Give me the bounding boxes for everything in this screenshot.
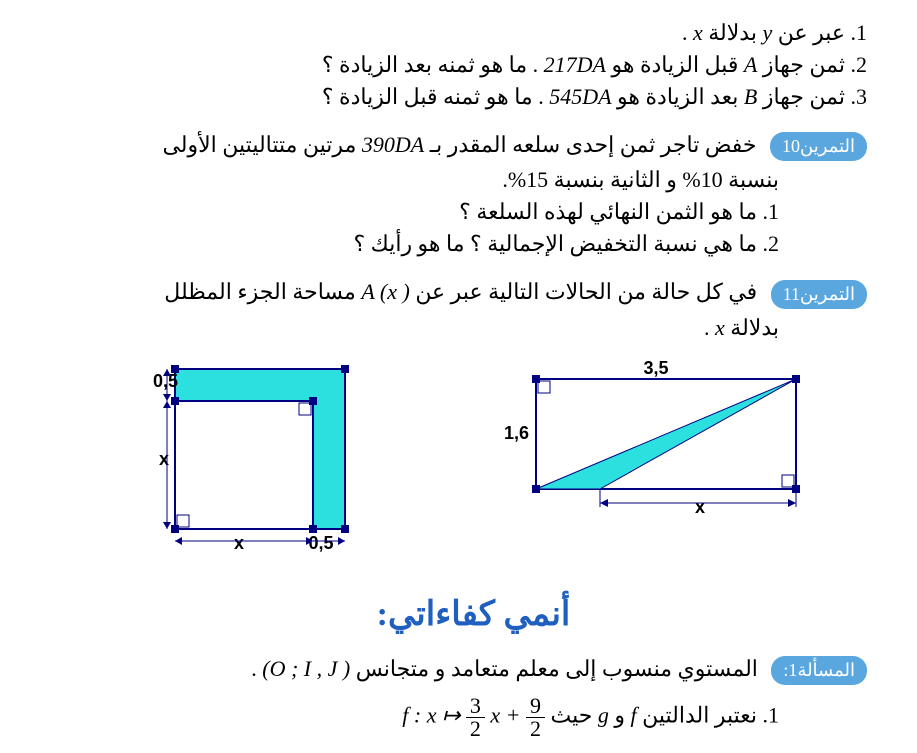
q2-b: قبل الزيادة هو (606, 52, 738, 77)
prob1-line1: المسألة1: المستوي منسوب إلى معلم متعامد … (80, 656, 867, 685)
q3-num: 3. (851, 84, 868, 109)
ex10-t2: بنسبة 10% و الثانية بنسبة 15%. (502, 167, 779, 192)
prob1-frame: (O ; I , J ) (262, 656, 350, 682)
prob1-dot: . (251, 656, 257, 681)
q2-A: A (744, 52, 757, 77)
frac1-den: 2 (466, 718, 485, 740)
ex11-t1b: مساحة الجزء المظلل (164, 279, 356, 304)
q2-line: 2. ثمن جهاز A قبل الزيادة هو 217DA . ما … (80, 52, 867, 78)
formula-pre: f : x ↦ (402, 703, 466, 728)
svg-text:x: x (234, 533, 244, 553)
prob1-q1: 1. نعتبر الدالتين f و g حيث f : x ↦ 3 2 … (80, 695, 867, 740)
prob1-g: g (598, 703, 609, 728)
ex10-t1a: خفض تاجر ثمن إحدى سلعه المقدر بـ (424, 132, 756, 157)
svg-text:1,6: 1,6 (504, 423, 529, 443)
ex10-badge: التمرين10 (770, 132, 867, 161)
q3-line: 3. ثمن جهاز B بعد الزيادة هو 545DA . ما … (80, 84, 867, 110)
q1-dot: . (682, 20, 688, 45)
ex10-val: 390DA (362, 132, 424, 158)
figures-row: 0,5xx0,5 3,51,6x (80, 359, 867, 564)
q1-mid: بدلالة (703, 20, 757, 45)
frac2-num: 9 (526, 695, 545, 718)
prob1-q1a: نعتبر الدالتين (637, 703, 757, 728)
q1-num: 1. (851, 20, 868, 45)
svg-text:0,5: 0,5 (308, 533, 333, 553)
figure-right-wrap: 0,5xx0,5 (135, 359, 375, 564)
prob1-and: و (609, 703, 625, 728)
q3-b: بعد الزيادة هو (612, 84, 739, 109)
q2-c: . ما هو ثمنه بعد الزيادة ؟ (322, 52, 538, 77)
formula-midx: x + (490, 703, 526, 728)
q2-num: 2. (851, 52, 868, 77)
frac1-num: 3 (466, 695, 485, 718)
q3-val: 545DA (549, 84, 611, 110)
frac1: 3 2 (466, 695, 485, 740)
ex10-line1: التمرين10 خفض تاجر ثمن إحدى سلعه المقدر … (80, 132, 867, 161)
figure-left-wrap: 3,5 1,6 x (484, 359, 812, 544)
ex10-t1b: مرتين متتاليتين الأولى (162, 132, 356, 157)
q2-val: 217DA (544, 52, 606, 78)
ex10-q2: 2. ما هي نسبة التخفيض الإجمالية ؟ ما هو … (80, 231, 867, 257)
figure-left-svg: 3,5 1,6 x (484, 359, 812, 539)
ex11-line1: التمرين11 في كل حالة من الحالات التالية … (80, 279, 867, 308)
svg-text:3,5: 3,5 (644, 359, 669, 378)
ex11-badge: التمرين11 (771, 280, 867, 309)
ex11-t2dot: . (704, 315, 710, 340)
ex11-t1a: في كل حالة من الحالات التالية عبر عن (410, 279, 757, 304)
prob1-t1a: المستوي منسوب إلى معلم متعامد و متجانس (350, 656, 758, 681)
figure-right-svg: 0,5xx0,5 (135, 359, 375, 559)
ex11-t2x: x (715, 315, 725, 340)
prob1-formula: f : x ↦ 3 2 x + 9 2 (402, 695, 545, 740)
svg-text:x: x (695, 497, 705, 517)
section-title: أنمي كفاءاتي (80, 594, 867, 634)
q1-prefix: عبر عن (772, 20, 845, 45)
frac2: 9 2 (526, 695, 545, 740)
prob1-badge: المسألة1: (771, 656, 867, 685)
frac2-den: 2 (526, 718, 545, 740)
ex11-Ax: A (x ) (361, 279, 409, 305)
ex10-line2: بنسبة 10% و الثانية بنسبة 15%. (80, 167, 867, 193)
svg-text:x: x (159, 449, 169, 469)
q1-y: y (762, 20, 772, 45)
ex11-line2: بدلالة x . (80, 315, 867, 341)
q2-a: ثمن جهاز (757, 52, 845, 77)
ex11-t2a: بدلالة (725, 315, 779, 340)
q1-x: x (693, 20, 703, 45)
q3-a: ثمن جهاز (757, 84, 845, 109)
prob1-q1num: 1. (763, 703, 780, 728)
q1-line: 1. عبر عن y بدلالة x . (80, 20, 867, 46)
prob1-where: حيث (545, 703, 592, 728)
q3-c: . ما هو ثمنه قبل الزيادة ؟ (322, 84, 544, 109)
ex10-q1: 1. ما هو الثمن النهائي لهذه السلعة ؟ (80, 199, 867, 225)
q3-B: B (744, 84, 757, 109)
